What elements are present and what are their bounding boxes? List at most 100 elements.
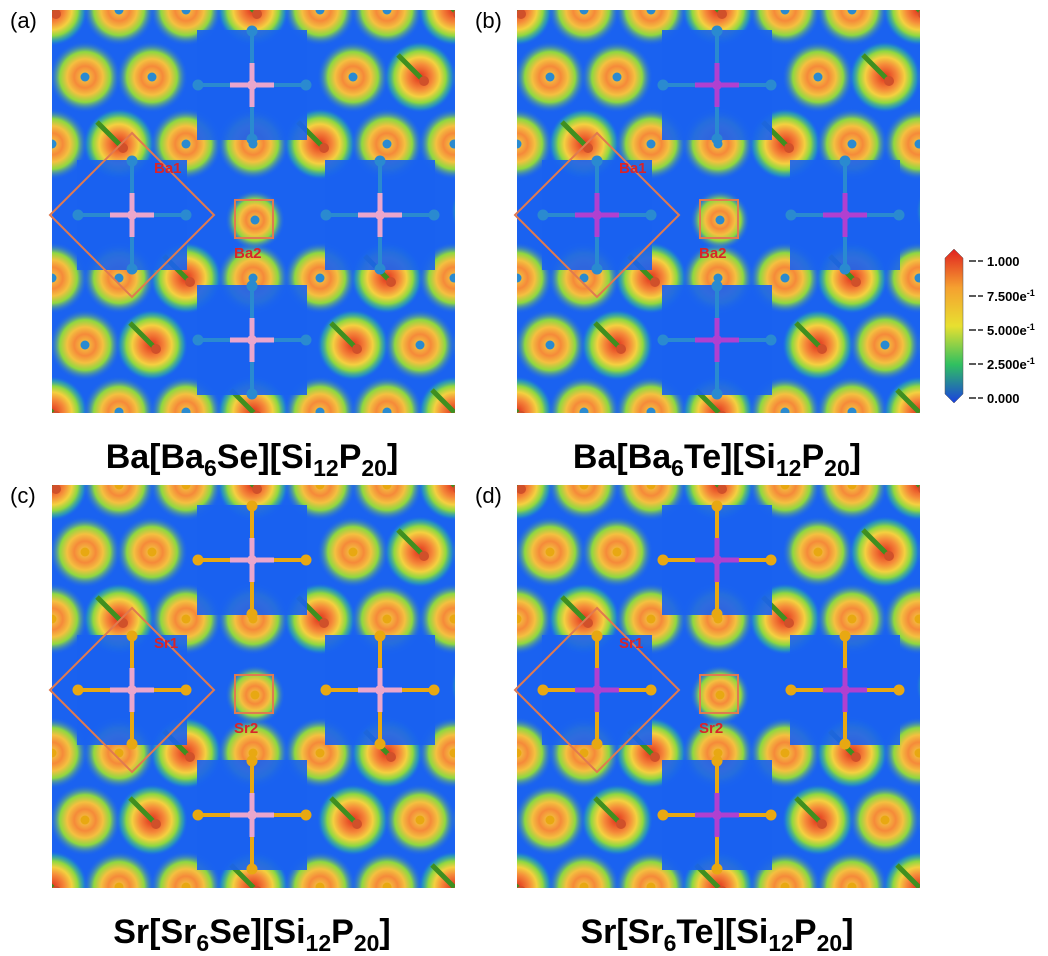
atom (781, 883, 790, 892)
atom (781, 749, 790, 758)
atom (375, 264, 386, 275)
formula-text: Sr[Sr (580, 913, 663, 951)
atom (592, 631, 603, 642)
atom (848, 883, 857, 892)
atom (647, 883, 656, 892)
center-atom (712, 810, 722, 820)
elf-blob (916, 175, 988, 247)
center-atom (247, 335, 257, 345)
atom (247, 756, 258, 767)
atom (716, 216, 725, 225)
elf-blob (451, 784, 523, 856)
p-atom (185, 752, 195, 762)
atom (948, 73, 957, 82)
atom (301, 810, 312, 821)
atom (416, 341, 425, 350)
atom (483, 341, 492, 350)
p-atom (453, 484, 463, 494)
atom (383, 615, 392, 624)
atom (613, 73, 622, 82)
atom (766, 80, 777, 91)
atom (383, 408, 392, 417)
p-atom (650, 277, 660, 287)
site-label: Ba2 (234, 245, 262, 262)
center-atom (127, 210, 137, 220)
panel-label: (d) (475, 483, 502, 508)
elf-blob (451, 41, 523, 113)
formula-subscript: 6 (204, 455, 217, 481)
p-atom (352, 819, 362, 829)
p-atom (453, 411, 463, 421)
formula: Sr[Sr6Se][Si12P20] (113, 913, 391, 956)
atom (383, 883, 392, 892)
panel-label: (b) (475, 8, 502, 33)
atom (781, 274, 790, 283)
si-p-bond (930, 664, 958, 692)
atom (712, 864, 723, 875)
atom (251, 691, 260, 700)
atom (349, 548, 358, 557)
formula-subscript: 12 (768, 930, 794, 956)
p-atom (486, 210, 496, 220)
atom (840, 631, 851, 642)
atom (814, 548, 823, 557)
p-atom (252, 484, 262, 494)
atom (301, 80, 312, 91)
colorbar-bar (945, 249, 963, 403)
atom (592, 156, 603, 167)
atom (450, 140, 459, 149)
atom (915, 140, 924, 149)
atom (580, 481, 589, 490)
colorbar-label: 2.500e-1 (987, 356, 1035, 372)
atom (301, 555, 312, 566)
atom (247, 501, 258, 512)
atom (712, 501, 723, 512)
atom (182, 408, 191, 417)
formula-text: P (801, 438, 824, 476)
atom (546, 341, 555, 350)
p-atom (51, 411, 61, 421)
p-atom (951, 685, 961, 695)
atom (712, 389, 723, 400)
atom (483, 816, 492, 825)
p-atom (884, 551, 894, 561)
colorbar-label-text: 5.000e (987, 323, 1027, 338)
center-atom (840, 210, 850, 220)
formula-subscript: 20 (817, 930, 843, 956)
p-atom (386, 277, 396, 287)
formula-text: ] (850, 438, 861, 476)
atom (881, 341, 890, 350)
atom (81, 548, 90, 557)
p-atom (717, 886, 727, 896)
p-atom (851, 277, 861, 287)
p-atom (784, 143, 794, 153)
atom (115, 481, 124, 490)
elf-map (16, 0, 523, 448)
formula-text: P (331, 913, 354, 951)
atom (580, 6, 589, 15)
atom (321, 210, 332, 221)
atom (247, 389, 258, 400)
atom (73, 685, 84, 696)
p-atom (516, 886, 526, 896)
atom (375, 156, 386, 167)
atom (840, 264, 851, 275)
atom (81, 341, 90, 350)
atom (182, 481, 191, 490)
center-atom (375, 210, 385, 220)
atom (781, 481, 790, 490)
p-atom (918, 886, 928, 896)
p-atom (516, 9, 526, 19)
atom (247, 281, 258, 292)
atom (766, 335, 777, 346)
colorbar-label-text: 0.000 (987, 391, 1020, 406)
atom (538, 685, 549, 696)
site-label: Ba1 (619, 160, 647, 177)
atom (383, 140, 392, 149)
p-atom (352, 344, 362, 354)
formula: Ba[Ba6Te][Si12P20] (573, 438, 861, 481)
colorbar-label: 7.500e-1 (987, 288, 1035, 304)
atom (127, 156, 138, 167)
p-atom (717, 9, 727, 19)
colorbar-label-exp: -1 (1027, 356, 1035, 366)
